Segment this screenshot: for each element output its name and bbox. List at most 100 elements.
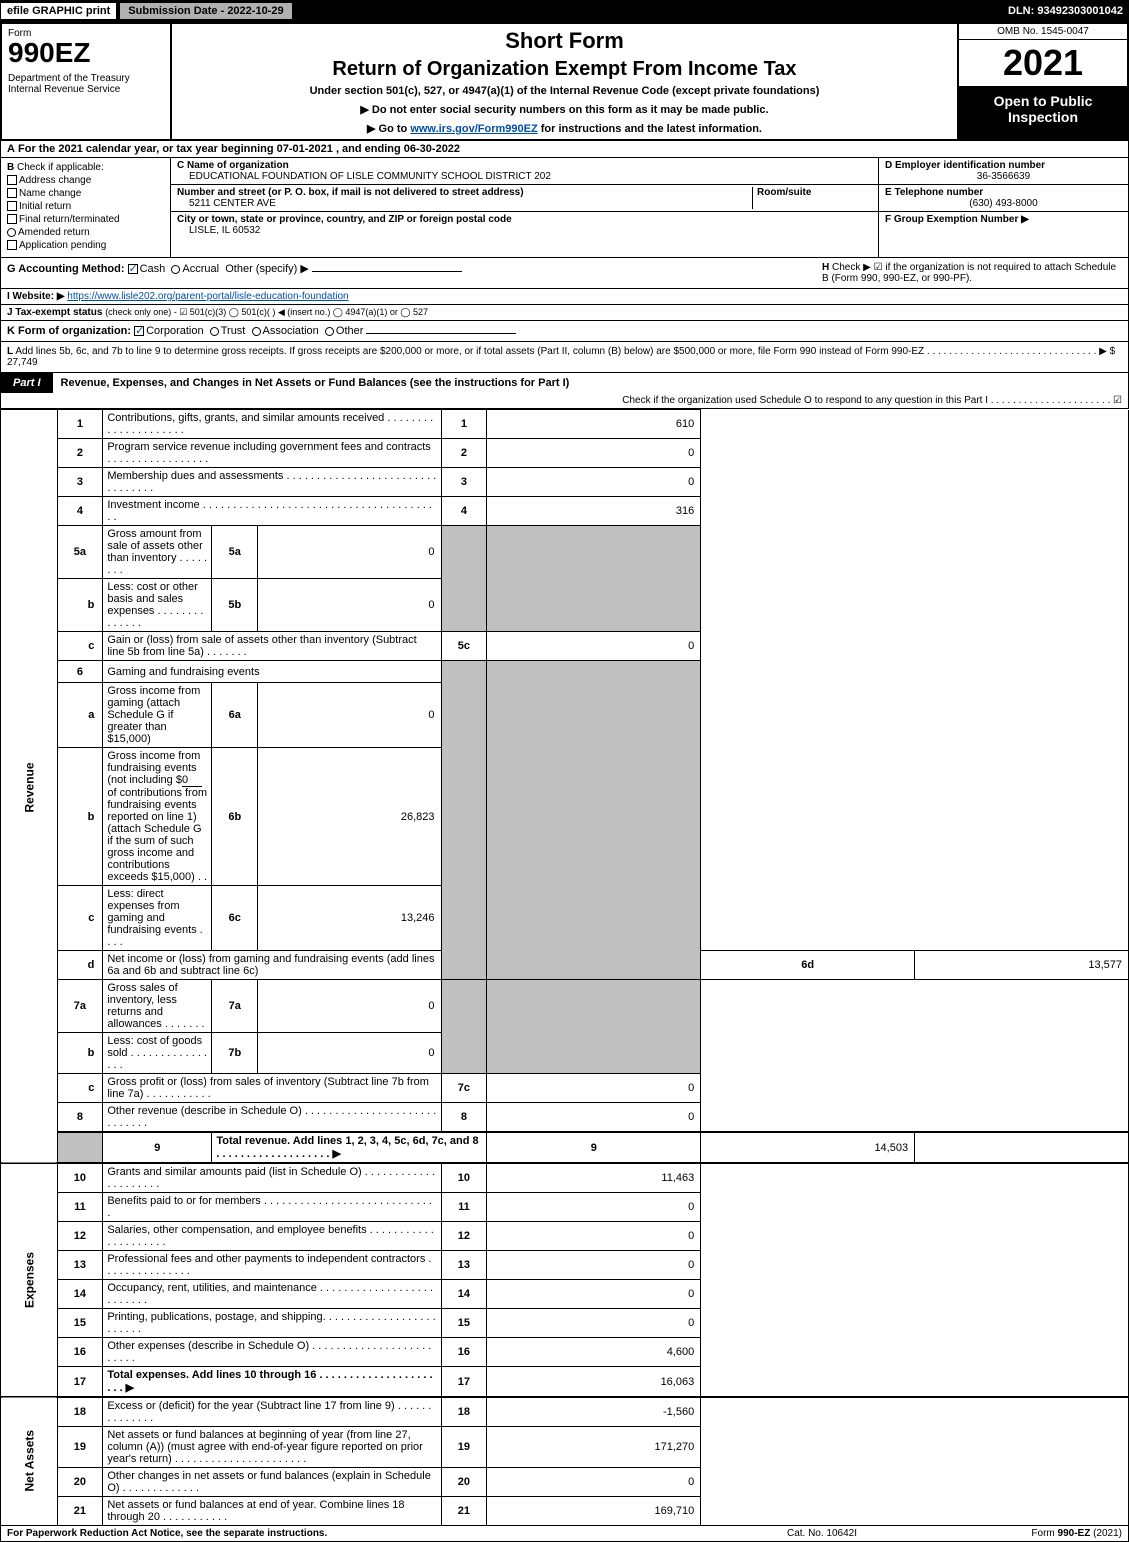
room-label: Room/suite [757,187,811,198]
street-address: 5211 CENTER AVE [177,198,752,209]
main-title: Return of Organization Exempt From Incom… [180,58,949,81]
org-name-label: C Name of organization [177,160,872,171]
section-h-label: H [822,262,829,273]
footer-right: Form Form 990-EZ (2021)990-EZ (2021) [922,1528,1122,1539]
section-c: C Name of organization EDUCATIONAL FOUND… [171,158,878,257]
phone-label: E Telephone number [885,187,1122,198]
row-k: K Form of organization: Corporation Trus… [0,321,1129,342]
gray-cell [441,661,487,980]
gray-cell [487,980,701,1074]
check-application-pending[interactable]: Application pending [7,240,164,251]
check-initial-return[interactable]: Initial return [7,201,164,212]
table-row: 15 Printing, publications, postage, and … [1,1309,1129,1338]
department-label: Department of the Treasury Internal Reve… [8,73,164,95]
section-g-label: G Accounting Method: [7,263,125,275]
table-row: c Gain or (loss) from sale of assets oth… [1,632,1129,661]
table-row: Net Assets 18 Excess or (deficit) for th… [1,1397,1129,1427]
line-6b-inline-amount: 0 [182,774,202,787]
row-j: J Tax-exempt status (check only one) - ☑… [0,305,1129,321]
row-i: I Website: ▶ https://www.lisle202.org/pa… [0,289,1129,305]
instruction-link: ▶ Go to www.irs.gov/Form990EZ for instru… [180,122,949,135]
submission-date: Submission Date - 2022-10-29 [119,2,292,20]
instr2-pre: ▶ Go to [367,123,410,135]
table-row: 11 Benefits paid to or for members . . .… [1,1193,1129,1222]
check-cash[interactable] [128,264,138,274]
check-accrual[interactable] [171,265,180,274]
table-row: 5a Gross amount from sale of assets othe… [1,526,1129,579]
ein-label: D Employer identification number [885,160,1122,171]
section-l-label: L [7,346,13,357]
check-association[interactable] [252,327,261,336]
check-corporation[interactable] [134,326,144,336]
table-row: 19 Net assets or fund balances at beginn… [1,1427,1129,1468]
line-1-text: Contributions, gifts, grants, and simila… [103,410,441,439]
gray-cell [57,1132,103,1163]
city-label: City or town, state or province, country… [177,214,872,225]
gray-cell [441,526,487,632]
part1-num: Part I [1,373,53,393]
header-center: Short Form Return of Organization Exempt… [172,24,957,139]
form-header: Form 990EZ Department of the Treasury In… [0,22,1129,141]
check-name-change[interactable]: Name change [7,188,164,199]
table-row: 7a Gross sales of inventory, less return… [1,980,1129,1033]
irs-link[interactable]: www.irs.gov/Form990EZ [410,123,537,135]
table-row: 21 Net assets or fund balances at end of… [1,1497,1129,1526]
dln-number: DLN: 93492303001042 [1002,3,1129,19]
check-trust[interactable] [210,327,219,336]
phone-value: (630) 493-8000 [885,198,1122,209]
table-row: 2 Program service revenue including gove… [1,439,1129,468]
part1-header: Part I Revenue, Expenses, and Changes in… [0,373,1129,409]
instr2-post: for instructions and the latest informat… [538,123,762,135]
section-i-label: I Website: ▶ [7,291,65,302]
table-row: 4 Investment income . . . . . . . . . . … [1,497,1129,526]
row-l: L Add lines 5b, 6c, and 7b to line 9 to … [0,342,1129,373]
other-org-input[interactable] [366,333,516,334]
section-h-text: Check ▶ ☑ if the organization is not req… [822,262,1116,284]
table-row: 20 Other changes in net assets or fund b… [1,1468,1129,1497]
header-right: OMB No. 1545-0047 2021 Open to Public In… [957,24,1127,139]
gray-cell [441,980,487,1074]
lines-table: Revenue 1 Contributions, gifts, grants, … [0,409,1129,1526]
form-number: 990EZ [8,39,164,67]
efile-print-label[interactable]: efile GRAPHIC print [0,2,117,20]
check-final-return[interactable]: Final return/terminated [7,214,164,225]
footer-center: Cat. No. 10642I [722,1528,922,1539]
part1-check-o: Check if the organization used Schedule … [1,393,1128,408]
row-g-h: G Accounting Method: Cash Accrual Other … [0,258,1129,289]
omb-number: OMB No. 1545-0047 [959,24,1127,40]
table-row: c Gross profit or (loss) from sales of i… [1,1074,1129,1103]
header-left: Form 990EZ Department of the Treasury In… [2,24,172,139]
section-k-label: K Form of organization: [7,325,131,337]
check-if-applicable: Check if applicable: [17,162,104,173]
gray-cell [487,526,701,632]
part1-title: Revenue, Expenses, and Changes in Net As… [53,373,1128,393]
short-form-title: Short Form [180,28,949,54]
revenue-vertical-label: Revenue [1,410,58,1164]
org-name: EDUCATIONAL FOUNDATION OF LISLE COMMUNIT… [177,171,872,182]
subtitle: Under section 501(c), 527, or 4947(a)(1)… [180,85,949,97]
instruction-ssn: ▶ Do not enter social security numbers o… [180,103,949,116]
footer-left: For Paperwork Reduction Act Notice, see … [7,1528,722,1539]
info-grid: B Check if applicable: Address change Na… [0,158,1129,258]
section-b-label: B [7,162,14,173]
top-bar: efile GRAPHIC print Submission Date - 20… [0,0,1129,22]
accounting-other: Other (specify) ▶ [225,263,309,275]
page-footer: For Paperwork Reduction Act Notice, see … [0,1526,1129,1542]
expenses-vertical-label: Expenses [1,1163,58,1397]
website-link[interactable]: https://www.lisle202.org/parent-portal/l… [67,291,348,302]
street-label: Number and street (or P. O. box, if mail… [177,187,524,198]
table-row: Expenses 10 Grants and similar amounts p… [1,1163,1129,1193]
check-amended-return[interactable]: Amended return [7,227,164,238]
check-other-org[interactable] [325,327,334,336]
section-l-text: Add lines 5b, 6c, and 7b to line 9 to de… [7,346,1115,368]
table-row: 9 Total revenue. Add lines 1, 2, 3, 4, 5… [1,1132,1129,1163]
table-row: 8 Other revenue (describe in Schedule O)… [1,1103,1129,1133]
city-state-zip: LISLE, IL 60532 [177,225,872,236]
section-b: B Check if applicable: Address change Na… [1,158,171,257]
ein-value: 36-3566639 [885,171,1122,182]
section-a: A For the 2021 calendar year, or tax yea… [0,141,1129,158]
table-row: 16 Other expenses (describe in Schedule … [1,1338,1129,1367]
other-specify-input[interactable] [312,271,462,272]
line-1-amount: 610 [487,410,701,439]
check-address-change[interactable]: Address change [7,175,164,186]
